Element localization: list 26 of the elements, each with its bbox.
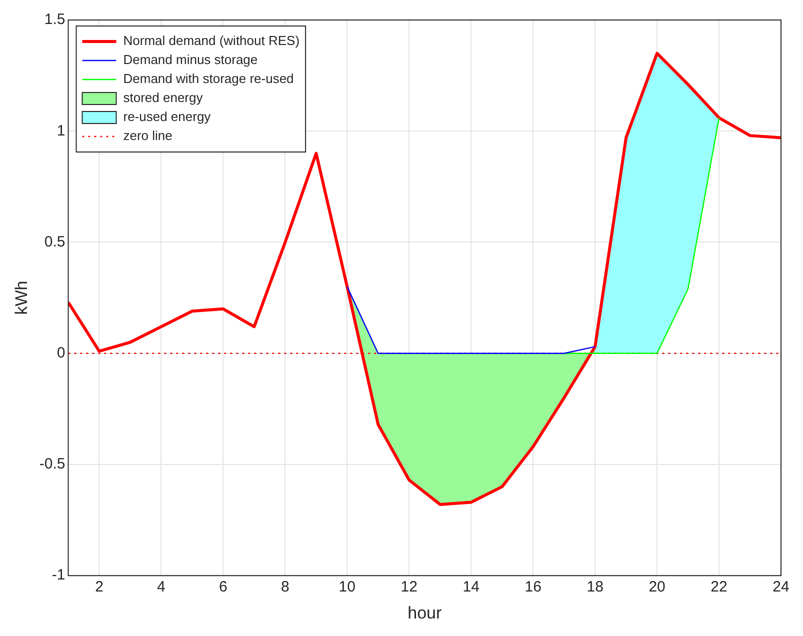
x-tick-label: 14: [462, 578, 480, 596]
legend-label: Normal demand (without RES): [123, 33, 300, 48]
x-axis-title: hour: [408, 603, 442, 622]
x-tick-label: 16: [524, 578, 542, 596]
x-tick-label: 4: [157, 578, 166, 596]
x-tick-label: 18: [586, 578, 604, 596]
legend-label: Demand minus storage: [123, 52, 258, 68]
y-axis-title: kWh: [12, 280, 31, 315]
x-tick-label: 12: [400, 578, 418, 596]
legend-label: re-used energy: [123, 109, 212, 124]
y-tick-label: 1: [56, 122, 66, 140]
y-tick-label: 0.5: [44, 233, 66, 250]
y-tick-label: 0: [56, 344, 66, 362]
x-tick-label: 2: [95, 578, 104, 596]
x-tick-label: 8: [281, 578, 290, 596]
y-tick-label: 1.5: [44, 11, 66, 28]
x-tick-label: 20: [648, 578, 666, 596]
x-tick-label: 24: [772, 578, 790, 596]
x-tick-label: 22: [710, 578, 728, 596]
x-tick-label: 6: [219, 578, 228, 596]
legend-label: stored energy: [123, 90, 204, 106]
y-tick-label: -0.5: [39, 456, 66, 473]
y-tick-label: -1: [52, 566, 66, 584]
legend-label: zero line: [123, 128, 172, 144]
x-tick-label: 10: [338, 578, 356, 596]
legend-label: Demand with storage re-used: [123, 71, 294, 86]
